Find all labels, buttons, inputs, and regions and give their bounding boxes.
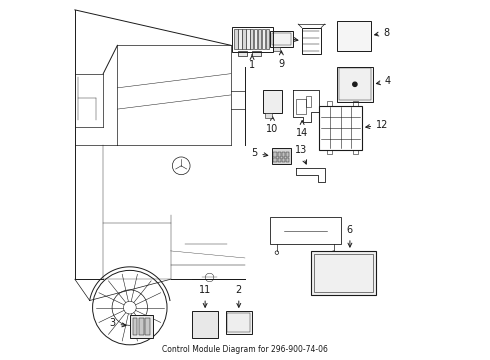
Bar (262, 30, 265, 49)
Bar (286, 152, 289, 157)
Bar (139, 318, 144, 335)
Bar (238, 51, 247, 56)
Bar (314, 255, 372, 292)
Bar (282, 152, 285, 157)
Bar (353, 150, 358, 154)
Text: 3: 3 (109, 318, 126, 328)
Bar (130, 315, 153, 338)
Bar (271, 33, 291, 45)
Bar (225, 311, 252, 334)
Bar (270, 31, 293, 47)
Bar (271, 148, 291, 164)
Bar (263, 90, 282, 113)
Bar (339, 68, 371, 100)
Bar (273, 47, 280, 51)
Text: 8: 8 (375, 28, 390, 37)
Bar (337, 21, 371, 51)
Text: 1: 1 (249, 55, 255, 70)
Text: 2: 2 (236, 285, 242, 307)
Text: 12: 12 (366, 120, 389, 130)
Text: 10: 10 (267, 117, 279, 134)
Bar (265, 113, 272, 118)
Bar (258, 30, 261, 49)
Bar (238, 30, 242, 49)
Bar (232, 27, 272, 52)
Bar (337, 67, 372, 102)
Bar (133, 318, 137, 335)
Bar (319, 105, 362, 150)
Bar (246, 30, 249, 49)
Bar (242, 30, 245, 49)
Bar (278, 158, 281, 162)
Bar (273, 158, 276, 162)
Bar (266, 30, 269, 49)
Bar (326, 150, 332, 154)
Bar (286, 158, 289, 162)
Bar (227, 313, 250, 332)
Text: 9: 9 (278, 51, 284, 68)
Bar (273, 152, 276, 157)
Bar (306, 96, 312, 107)
Bar (252, 51, 261, 56)
Text: 4: 4 (376, 76, 391, 86)
Text: 7: 7 (281, 33, 298, 43)
Bar (353, 101, 358, 105)
Bar (270, 217, 341, 244)
Text: 14: 14 (296, 121, 308, 138)
Bar (254, 30, 257, 49)
Bar (326, 101, 332, 105)
Bar (311, 251, 376, 295)
Bar (296, 99, 306, 113)
Bar (146, 318, 150, 335)
Text: 11: 11 (199, 285, 211, 307)
Bar (234, 30, 238, 49)
Bar (282, 158, 285, 162)
Text: 5: 5 (251, 148, 268, 158)
Circle shape (353, 82, 357, 86)
Text: 6: 6 (347, 225, 353, 247)
Bar (278, 152, 281, 157)
Bar (302, 28, 321, 54)
Text: Control Module Diagram for 296-900-74-06: Control Module Diagram for 296-900-74-06 (162, 345, 328, 354)
Bar (250, 30, 253, 49)
Bar (192, 311, 219, 338)
Text: 13: 13 (294, 145, 307, 164)
